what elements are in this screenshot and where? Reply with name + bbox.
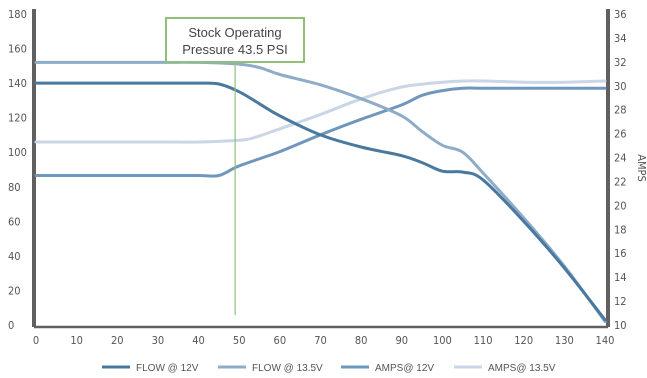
x-axis-tick: 130 (555, 334, 574, 347)
x-axis-tick: 110 (474, 334, 493, 347)
legend-label: AMPS@ 13.5V (488, 363, 556, 374)
right-axis-tick: 26 (614, 128, 627, 141)
x-axis-tick: 70 (314, 334, 327, 347)
legend-label: FLOW @ 12V (136, 363, 199, 374)
right-axis-tick: 34 (614, 32, 627, 45)
right-axis-tick: 18 (614, 223, 627, 236)
x-axis-tick: 60 (274, 334, 287, 347)
legend: FLOW @ 12V FLOW @ 13.5V AMPS@ 12V AMPS@ 13.… (102, 363, 556, 374)
series-line (34, 60, 607, 323)
x-axis-tick: 40 (192, 334, 205, 347)
right-axis-tick: 22 (614, 175, 627, 188)
right-axis-tick: 14 (614, 271, 627, 284)
right-axis-tick: 12 (614, 295, 627, 308)
right-axis-tick: 10 (614, 319, 627, 332)
left-axis-tick: 0 (8, 319, 14, 332)
left-axis-tick: 40 (8, 250, 21, 263)
x-axis-tick: 30 (152, 334, 165, 347)
series-line (34, 86, 607, 178)
x-axis-tick: 120 (514, 334, 533, 347)
legend-label: FLOW @ 13.5V (252, 363, 323, 374)
right-axis-tick: 30 (614, 80, 627, 93)
x-axis-tick: 20 (111, 334, 124, 347)
right-axis-tick: 20 (614, 199, 627, 212)
legend-label: AMPS@ 12V (375, 363, 434, 374)
series-line (34, 81, 607, 322)
x-axis-tick: 10 (70, 334, 83, 347)
right-axis-tick: 28 (614, 104, 627, 117)
plot-frame (32, 9, 610, 329)
x-axis-tick: 80 (355, 334, 368, 347)
left-axis-tick: 160 (8, 43, 27, 56)
right-axis-tick: 32 (614, 56, 627, 69)
left-axis-tick: 180 (8, 8, 27, 21)
right-axis-label: AMPS (635, 154, 647, 182)
right-axis-tick: 36 (614, 8, 627, 21)
right-axis-tick: 24 (614, 152, 627, 165)
x-axis-tick: 100 (433, 334, 452, 347)
left-axis-tick: 80 (8, 181, 21, 194)
x-axis-tick: 0 (33, 334, 39, 347)
x-axis-tick: 50 (233, 334, 246, 347)
annotation-line-1: Stock Operating (188, 25, 281, 40)
series-layer (34, 60, 607, 323)
x-axis-tick: 90 (395, 334, 408, 347)
annotation: Stock Operating Pressure 43.5 PSI (165, 17, 305, 315)
annotation-box (165, 17, 305, 63)
left-axis-tick: 100 (8, 146, 27, 159)
x-axis-tick: 140 (596, 334, 615, 347)
left-axis-tick: 20 (8, 284, 21, 297)
left-axis-tick: 60 (8, 215, 21, 228)
series-line (34, 79, 607, 144)
right-axis-tick: 16 (614, 247, 627, 260)
right-axis-ticks: 10 12 14 16 18 20 22 24 26 28 30 32 34 36 (614, 8, 627, 332)
x-axis-ticks: 0 10 20 30 40 50 60 70 80 90 100 110 120 130 140 (33, 334, 615, 347)
left-axis-tick: 120 (8, 112, 27, 125)
annotation-line-2: Pressure 43.5 PSI (182, 42, 288, 57)
left-axis-tick: 140 (8, 77, 27, 90)
left-axis-ticks: 0 20 40 60 80 100 120 140 160 180 (8, 8, 27, 332)
